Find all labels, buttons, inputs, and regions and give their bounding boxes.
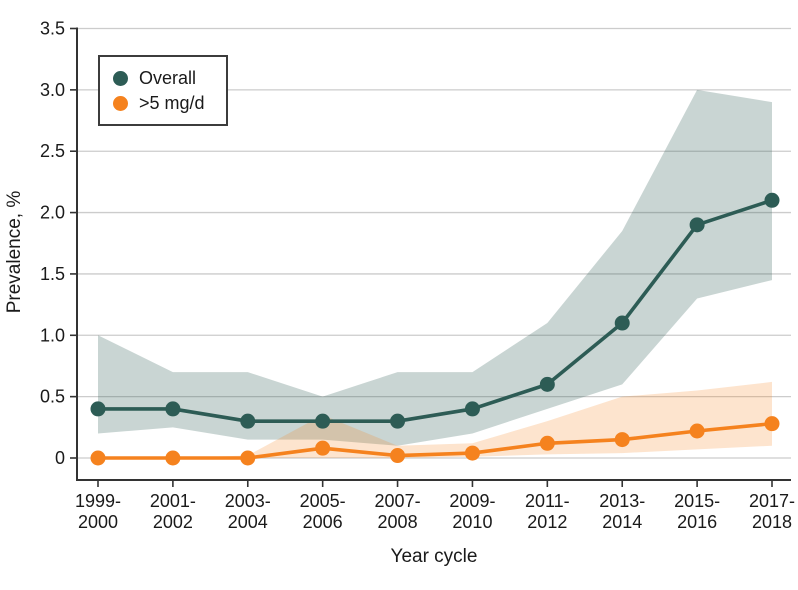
x-tick-label: 2007-2008	[375, 491, 421, 532]
data-point-overall	[315, 413, 331, 429]
x-tick-label: 2011-2012	[525, 491, 570, 532]
y-axis-title: Prevalence, %	[4, 190, 25, 314]
data-point-over5mg	[165, 450, 181, 466]
legend-item-over5mg: >5 mg/d	[113, 94, 226, 112]
data-point-over5mg	[539, 435, 555, 451]
line-overall	[96, 198, 774, 423]
x-tick-label: 2001-2002	[150, 491, 196, 532]
data-point-overall	[390, 413, 406, 429]
points-over5mg	[90, 416, 780, 466]
data-point-over5mg	[689, 423, 705, 439]
data-point-over5mg	[390, 448, 406, 464]
data-point-overall	[539, 376, 555, 392]
x-tick-label: 2013-2014	[599, 491, 645, 532]
ci-band-overall	[98, 89, 773, 446]
y-tick-label: 0	[55, 448, 65, 468]
tick-labels: 0 0.5 1.0 1.5 2.0 2.5 3.0 3.5 1999-2000 2001-2002…	[40, 19, 795, 532]
x-tick-label: 2005-2006	[300, 491, 346, 532]
legend-label-over5mg: >5 mg/d	[139, 93, 205, 113]
y-tick-label: 0.5	[40, 387, 65, 407]
data-point-over5mg	[90, 450, 106, 466]
y-tick-label: 3.0	[40, 80, 65, 100]
legend-marker-overall-icon	[113, 70, 128, 86]
data-point-overall	[90, 401, 106, 417]
x-tick-label: 2015-2016	[674, 491, 720, 532]
chart-legend: Overall >5 mg/d	[98, 55, 228, 126]
data-point-over5mg	[764, 416, 780, 432]
data-point-overall	[240, 413, 256, 429]
y-tick-label: 3.5	[40, 19, 65, 39]
axes	[70, 27, 791, 487]
data-point-overall	[689, 217, 705, 233]
legend-label-overall: Overall	[139, 68, 197, 88]
data-point-overall	[614, 315, 630, 331]
line-over5mg	[96, 421, 774, 460]
legend-item-overall: Overall	[113, 69, 226, 87]
legend-marker-over5mg-icon	[113, 95, 128, 111]
data-point-over5mg	[614, 432, 630, 448]
points-overall	[90, 192, 780, 429]
x-tick-label: 2003-2004	[225, 491, 271, 532]
data-point-overall	[764, 192, 780, 208]
y-tick-label: 2.5	[40, 141, 65, 161]
data-point-overall	[464, 401, 480, 417]
x-tick-label: 1999-2000	[75, 491, 121, 532]
y-tick-label: 1.5	[40, 264, 65, 284]
x-tick-label: 2009-2010	[449, 491, 495, 532]
data-point-overall	[165, 401, 181, 417]
x-axis-title: Year cycle	[390, 546, 478, 567]
data-point-over5mg	[464, 445, 480, 461]
y-tick-label: 1.0	[40, 325, 65, 345]
data-point-over5mg	[315, 440, 331, 456]
y-tick-label: 2.0	[40, 203, 65, 223]
x-tick-label: 2017-2018	[749, 491, 795, 532]
data-point-over5mg	[240, 450, 256, 466]
